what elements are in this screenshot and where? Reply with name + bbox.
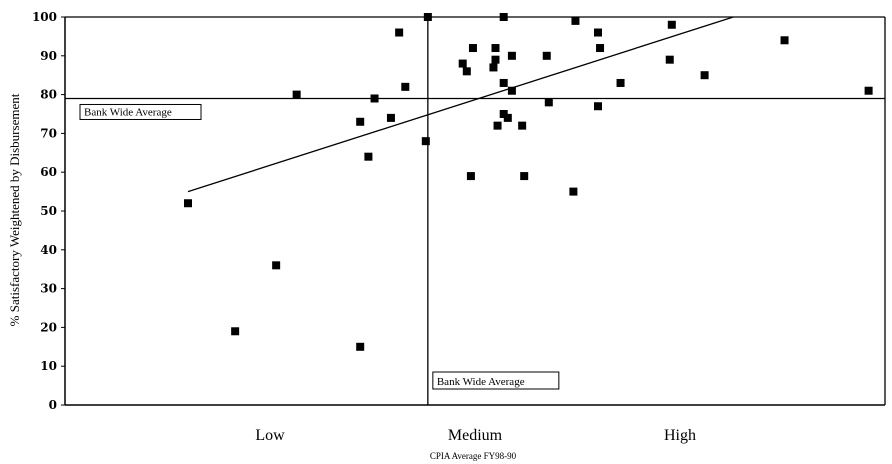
x-tick-label: Medium bbox=[448, 427, 503, 444]
y-tick-label: 40 bbox=[40, 243, 57, 257]
data-point bbox=[272, 261, 281, 270]
y-tick-label: 80 bbox=[40, 88, 57, 102]
y-tick-label: 20 bbox=[40, 320, 57, 334]
data-point bbox=[421, 137, 430, 146]
data-point bbox=[518, 121, 527, 130]
data-point bbox=[423, 13, 432, 21]
data-point bbox=[356, 342, 365, 351]
data-point bbox=[370, 94, 379, 103]
data-point bbox=[499, 13, 508, 21]
data-point bbox=[665, 55, 674, 64]
data-point bbox=[292, 90, 301, 99]
data-point bbox=[667, 20, 676, 29]
x-axis-label: CPIA Average FY98-90 bbox=[430, 451, 517, 461]
y-tick-label: 90 bbox=[40, 49, 57, 63]
data-point bbox=[386, 113, 395, 122]
trend-line bbox=[187, 16, 734, 193]
data-point bbox=[499, 110, 508, 118]
data-point bbox=[544, 98, 553, 107]
data-point bbox=[594, 102, 602, 111]
data-point bbox=[864, 86, 873, 95]
data-point bbox=[507, 86, 516, 95]
y-tick-label: 70 bbox=[40, 126, 57, 140]
data-point bbox=[401, 82, 410, 91]
y-tick-label: 10 bbox=[40, 359, 57, 373]
horizontal-average-label-box bbox=[79, 103, 202, 120]
data-point bbox=[491, 44, 500, 53]
vertical-average-label: Bank Wide Average bbox=[437, 376, 525, 388]
y-tick-label: 50 bbox=[40, 204, 57, 218]
y-tick-label: 30 bbox=[40, 282, 57, 296]
y-axis-label: % Satisfactory Weightened by Disbursemen… bbox=[7, 93, 22, 326]
data-point bbox=[594, 28, 602, 37]
data-point bbox=[462, 67, 471, 76]
data-point bbox=[542, 51, 551, 60]
data-point bbox=[491, 55, 500, 64]
y-tick-label: 100 bbox=[32, 10, 57, 24]
data-point bbox=[700, 71, 709, 80]
data-point bbox=[503, 113, 512, 122]
data-point bbox=[616, 78, 625, 87]
data-point bbox=[466, 172, 475, 181]
data-point bbox=[395, 28, 404, 37]
y-tick-label: 60 bbox=[40, 165, 57, 179]
data-point bbox=[499, 78, 508, 87]
y-tick-label: 0 bbox=[49, 398, 57, 412]
x-tick-label: High bbox=[664, 427, 696, 444]
data-point bbox=[520, 172, 529, 181]
data-point bbox=[569, 187, 578, 196]
data-point bbox=[489, 63, 498, 72]
data-point bbox=[184, 199, 192, 208]
data-point bbox=[231, 327, 240, 336]
plot-area: 0 10 20 30 40 50 60 70 80 90 100 Low Medium High Bank … bbox=[32, 10, 886, 444]
data-point bbox=[596, 44, 605, 53]
data-point bbox=[780, 36, 789, 45]
x-tick-label: Low bbox=[255, 427, 285, 444]
data-point bbox=[468, 44, 477, 53]
data-point bbox=[364, 152, 373, 161]
data-point bbox=[571, 16, 580, 25]
horizontal-average-label: Bank Wide Average bbox=[84, 106, 172, 118]
data-point bbox=[356, 117, 365, 126]
data-point bbox=[458, 59, 467, 68]
data-point bbox=[493, 121, 502, 130]
data-point bbox=[507, 51, 516, 60]
vertical-average-label-box bbox=[432, 371, 560, 390]
